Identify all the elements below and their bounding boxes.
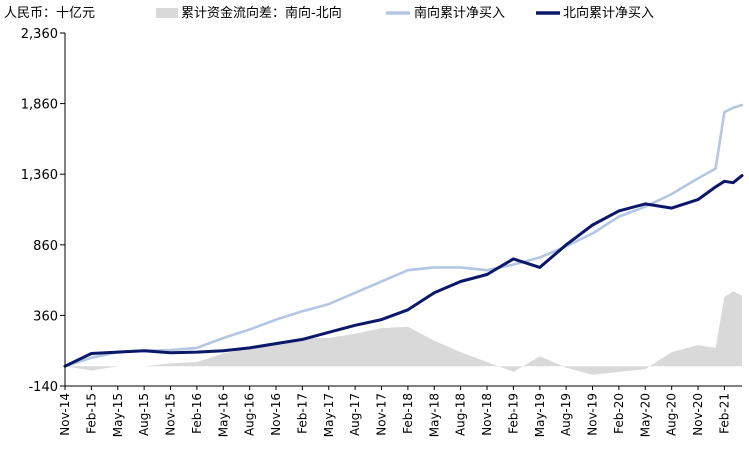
unit-label: 人民币：十亿元 [4,6,95,21]
x-tick-label: Feb-21 [717,393,731,434]
legend-swatch-flow-diff [156,8,178,18]
x-tick-label: Nov-15 [164,393,178,436]
y-axis: 2,360 1,860 1,360 860 360 -140 [21,27,66,395]
x-tick-label: Aug-19 [559,393,573,436]
legend-label-southbound: 南向累计净买入 [414,5,505,21]
x-tick-label: May-17 [322,393,336,437]
y-tick-label: -140 [28,380,58,395]
x-tick-label: Feb-20 [612,393,626,434]
x-tick-label: Feb-18 [401,393,415,434]
series-line-northbound [63,174,744,368]
x-tick-label: May-20 [638,393,652,437]
x-tick-label: Nov-17 [375,393,389,436]
x-tick-label: May-18 [427,393,441,437]
x-tick-label: Feb-15 [84,393,98,434]
x-tick-label: Nov-18 [480,393,494,436]
legend: 累计资金流向差：南向-北向 南向累计净买入 北向累计净买入 [156,5,654,21]
x-tick-label: Feb-16 [190,393,204,434]
x-tick-label: May-15 [111,393,125,437]
x-tick-label: Nov-16 [269,393,283,436]
x-tick-label: Aug-18 [454,393,468,436]
x-axis: Nov-14 Feb-15 May-15 Aug-15 Nov-15 Feb-16 May-… [58,385,742,437]
series-area-flow-diff [65,291,742,375]
y-tick-label: 1,360 [21,168,58,183]
legend-label-northbound: 北向累计净买入 [563,5,654,21]
x-tick-label: Nov-14 [58,393,72,436]
x-tick-label: Feb-19 [506,393,520,434]
y-tick-label: 860 [33,239,58,254]
x-tick-label: Nov-19 [586,393,600,436]
x-tick-label: Aug-15 [137,393,151,436]
x-tick-label: Aug-20 [665,393,679,436]
x-tick-label: Nov-20 [691,393,705,436]
series-line-southbound [63,103,744,368]
y-tick-label: 2,360 [21,27,58,42]
x-tick-label: May-19 [533,393,547,437]
x-tick-label: Aug-16 [243,393,257,436]
legend-label-flow-diff: 累计资金流向差：南向-北向 [181,5,342,21]
x-tick-label: Feb-17 [295,393,309,434]
y-tick-label: 360 [33,309,58,324]
plot-area [63,103,744,375]
x-tick-label: May-16 [216,393,230,437]
x-tick-label: Aug-17 [348,393,362,436]
y-tick-label: 1,860 [21,98,58,113]
